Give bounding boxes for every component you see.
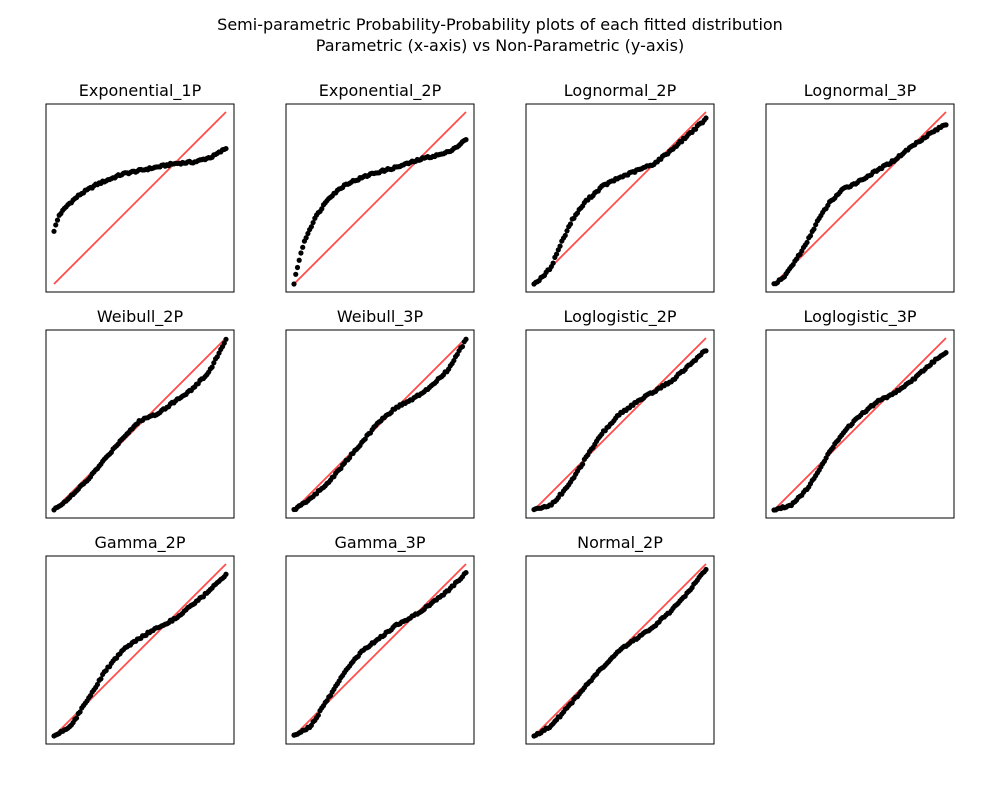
- reference-line: [533, 111, 707, 285]
- subplot-loglogistic-3p: Loglogistic_3P: [765, 307, 955, 519]
- subplot-gamma-2p: Gamma_2P: [45, 533, 235, 745]
- data-point: [211, 360, 217, 366]
- data-point: [459, 343, 466, 350]
- data-point: [303, 235, 309, 241]
- subplot-grid: Exponential_1P Exponential_2P Lognormal_2P…: [45, 81, 955, 745]
- data-point: [223, 336, 229, 342]
- data-point: [73, 715, 80, 721]
- data-point: [319, 206, 325, 212]
- reference-line: [533, 337, 707, 511]
- subplot-weibull-2p: Weibull_2P: [45, 307, 235, 519]
- reference-line: [53, 337, 227, 511]
- subplot-title: Loglogistic_2P: [563, 307, 676, 327]
- data-point: [703, 348, 709, 354]
- data-point: [804, 239, 810, 246]
- subplot-normal-2p: Normal_2P: [525, 533, 715, 745]
- subplot-lognormal-2p: Lognormal_2P: [525, 81, 715, 293]
- data-point: [703, 566, 709, 573]
- subplot-title: Normal_2P: [577, 533, 663, 553]
- data-point: [223, 571, 229, 577]
- subplot-exponential-1p: Exponential_1P: [45, 81, 235, 293]
- subplot-title: Gamma_2P: [94, 533, 185, 553]
- data-point: [562, 232, 568, 239]
- subplot-weibull-3p: Weibull_3P: [285, 307, 475, 519]
- data-point: [293, 271, 299, 277]
- data-point: [298, 250, 304, 256]
- data-point: [315, 712, 321, 718]
- data-point: [94, 681, 101, 688]
- data-point: [553, 251, 560, 257]
- subplot-lognormal-3p: Lognormal_3P: [765, 81, 955, 293]
- figure-title: Semi-parametric Probability-Probability …: [217, 15, 783, 34]
- data-point: [463, 137, 469, 143]
- subplot-exponential-2p: Exponential_2P: [285, 81, 475, 293]
- data-point: [310, 219, 316, 226]
- reference-line: [773, 337, 947, 511]
- data-point: [308, 224, 314, 230]
- subplot-loglogistic-2p: Loglogistic_2P: [525, 307, 715, 519]
- data-point: [451, 357, 457, 364]
- data-point: [291, 281, 297, 287]
- data-point: [703, 115, 709, 121]
- data-point: [209, 364, 215, 370]
- data-point: [580, 461, 586, 467]
- subplot-title: Lognormal_2P: [564, 81, 677, 101]
- data-point: [807, 233, 814, 239]
- data-point: [564, 228, 570, 234]
- reference-line: [293, 111, 467, 285]
- data-point: [557, 243, 563, 249]
- subplot-title: Weibull_3P: [337, 307, 424, 327]
- data-point: [943, 350, 949, 356]
- figure-subtitle: Parametric (x-axis) vs Non-Parametric (y…: [316, 36, 684, 55]
- subplot-title: Weibull_2P: [97, 307, 184, 327]
- data-point: [567, 221, 574, 227]
- data-point: [223, 145, 229, 152]
- subplot-title: Loglogistic_3P: [803, 307, 916, 327]
- data-point: [305, 230, 311, 237]
- data-point: [300, 244, 306, 250]
- subplot-title: Gamma_3P: [334, 533, 425, 553]
- data-point: [53, 222, 59, 228]
- data-point: [463, 569, 469, 576]
- data-point: [51, 228, 57, 234]
- data-point: [54, 217, 61, 223]
- data-point: [98, 676, 104, 682]
- data-point: [296, 257, 302, 263]
- data-point: [294, 264, 301, 271]
- data-point: [811, 226, 817, 232]
- data-point: [550, 260, 556, 266]
- data-point: [77, 709, 83, 715]
- subplot-title: Lognormal_3P: [804, 81, 917, 101]
- data-point: [943, 122, 949, 128]
- subplot-title: Exponential_1P: [79, 81, 202, 101]
- subplot-gamma-3p: Gamma_3P: [285, 533, 475, 745]
- data-point: [463, 336, 469, 342]
- reference-line: [53, 111, 227, 285]
- subplot-title: Exponential_2P: [319, 81, 442, 101]
